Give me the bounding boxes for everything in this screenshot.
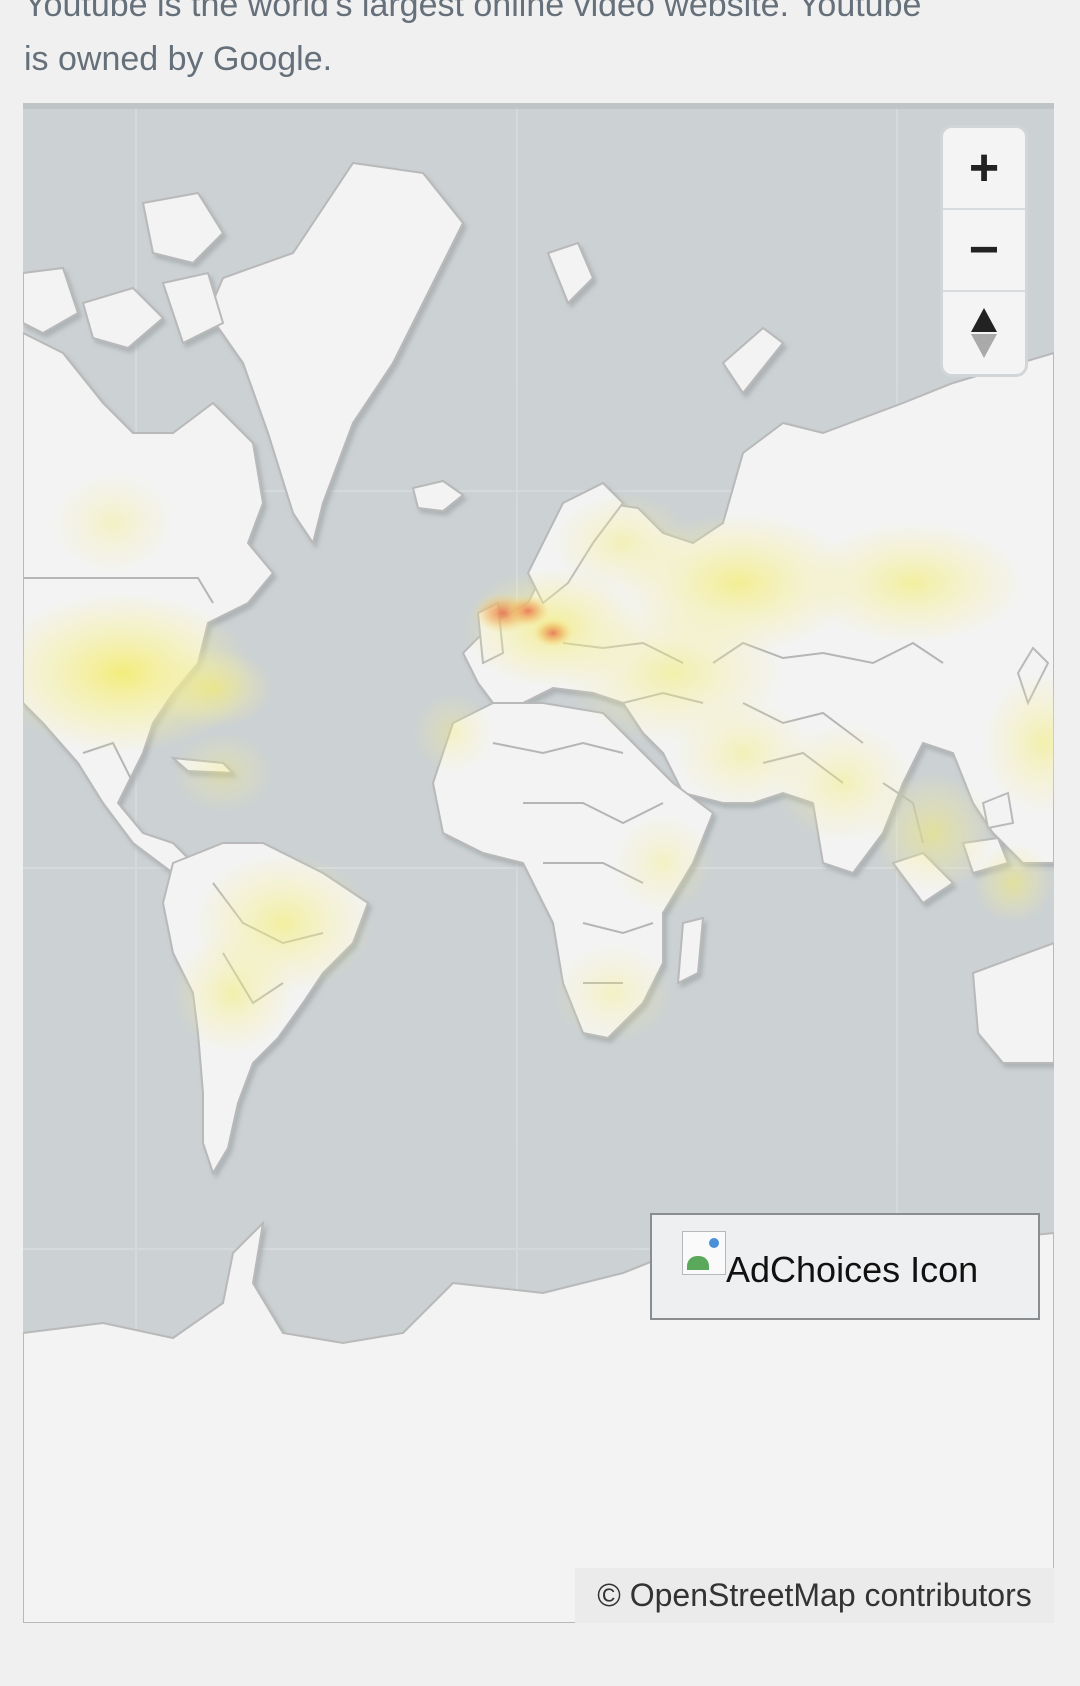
intro-line-1: Youtube is the world's largest online vi… <box>24 0 922 24</box>
compass-north-icon <box>971 308 997 332</box>
zoom-in-button[interactable]: + <box>943 128 1025 210</box>
reset-bearing-button[interactable] <box>943 292 1025 374</box>
outage-heat-map[interactable]: + − © OpenStreetMap contributors <box>23 103 1054 1623</box>
zoom-control: + − <box>940 125 1028 377</box>
map-attribution[interactable]: © OpenStreetMap contributors <box>575 1568 1054 1623</box>
intro-text: Youtube is the world's largest online vi… <box>24 0 1054 86</box>
map-top-edge <box>23 103 1054 109</box>
zoom-out-button[interactable]: − <box>943 210 1025 292</box>
broken-image-icon <box>682 1230 726 1275</box>
intro-line-2: is owned by Google. <box>24 40 333 78</box>
adchoices-badge[interactable]: AdChoices Icon <box>650 1213 1040 1320</box>
greenland-shape <box>206 161 465 546</box>
adchoices-alt-text: AdChoices Icon <box>726 1248 979 1290</box>
world-map-svg <box>23 109 1054 1623</box>
compass-south-icon <box>971 334 997 358</box>
iceland-shape <box>411 479 465 513</box>
